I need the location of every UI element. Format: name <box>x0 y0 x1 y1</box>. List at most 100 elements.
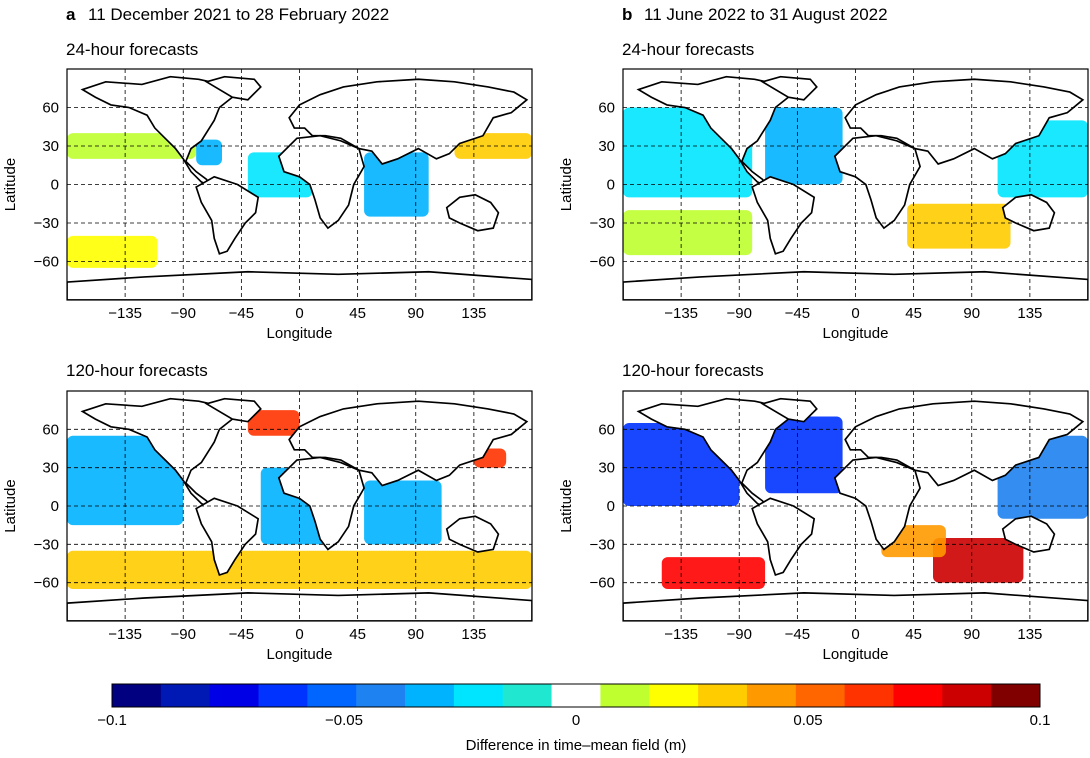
anomaly-region <box>623 210 753 256</box>
panel-a-letter: a <box>66 5 76 24</box>
y-tick-label: 60 <box>598 100 615 117</box>
y-tick-label: 30 <box>598 460 615 477</box>
colorbar-frame <box>111 683 1041 708</box>
anomaly-region <box>67 435 184 526</box>
colorbar-tick-label: 0.1 <box>1030 712 1051 729</box>
x-tick-label: −90 <box>727 305 752 322</box>
colorbar-tick-label: 0.05 <box>793 712 822 729</box>
x-tick-label: 135 <box>1017 626 1042 643</box>
colorbar-swatch <box>209 684 260 707</box>
map-frame <box>622 68 1089 301</box>
colorbar-swatch <box>795 684 846 707</box>
colorbar-swatch <box>405 684 455 707</box>
colorbar-swatch <box>307 684 357 707</box>
x-tick-label: 135 <box>1017 305 1042 322</box>
colorbar-swatch <box>942 684 992 707</box>
anomaly-region <box>907 203 1011 249</box>
anomaly-region <box>765 107 843 185</box>
panel-b-letter: b <box>622 5 632 24</box>
y-tick-label: 60 <box>598 421 615 438</box>
anomaly-region <box>933 537 1024 583</box>
y-axis-label: Latitude <box>2 158 19 211</box>
panel-a-header: a 11 December 2021 to 28 February 2022 <box>66 5 389 24</box>
x-tick-label: −135 <box>664 626 698 643</box>
x-tick-label: 90 <box>963 626 980 643</box>
y-tick-label: −30 <box>34 536 59 553</box>
y-tick-label: 60 <box>42 421 59 438</box>
colorbar-swatch <box>502 684 553 707</box>
colorbar-swatch <box>356 684 406 707</box>
y-tick-label: 30 <box>42 138 59 155</box>
colorbar-swatch <box>551 684 601 707</box>
y-tick-label: 0 <box>51 498 59 515</box>
panel-b-period: 11 June 2022 to 31 August 2022 <box>644 5 888 24</box>
anomaly-region <box>661 557 766 590</box>
colorbar-swatch <box>991 684 1041 707</box>
y-tick-label: 0 <box>607 177 615 194</box>
anomaly-region <box>67 235 158 268</box>
x-tick-label: 135 <box>461 305 486 322</box>
x-tick-label: −45 <box>229 305 254 322</box>
x-tick-label: 0 <box>851 626 859 643</box>
y-tick-label: −60 <box>590 575 615 592</box>
map-a-24h: −135 −90 −45 0 45 90 135 60 30 0 −30 −60 Longitude La… <box>2 68 533 342</box>
y-tick-label: −30 <box>34 215 59 232</box>
map-frame <box>66 390 533 622</box>
colorbar-swatch <box>746 684 797 707</box>
anomaly-region <box>196 139 222 166</box>
x-tick-label: −45 <box>785 305 810 322</box>
panel-a-24h-subtitle: 24-hour forecasts <box>66 40 198 59</box>
y-tick-label: −60 <box>34 575 59 592</box>
gridlines <box>623 391 1088 621</box>
x-axis-label: Longitude <box>267 325 333 342</box>
anomaly-region <box>364 480 442 545</box>
y-tick-label: −30 <box>590 215 615 232</box>
x-tick-label: 45 <box>349 626 366 643</box>
map-a-120h: −135 −90 −45 0 45 90 135 60 30 0 −30 −60 Longitude La… <box>2 390 533 663</box>
colorbar-label: Difference in time–mean field (m) <box>466 737 687 754</box>
colorbar-swatch <box>258 684 308 707</box>
colorbar: −0.1 −0.05 0 0.05 0.1 <box>97 683 1051 729</box>
y-tick-label: 30 <box>42 460 59 477</box>
x-tick-label: −90 <box>727 626 752 643</box>
panel-b-120h-subtitle: 120-hour forecasts <box>622 361 764 380</box>
colorbar-tick-label: −0.05 <box>325 712 363 729</box>
map-b-24h: −135 −90 −45 0 45 90 135 60 30 0 −30 −60 Longitude La… <box>558 68 1089 342</box>
x-tick-label: −135 <box>108 305 142 322</box>
colorbar-swatch <box>453 684 504 707</box>
colorbar-tick-label: 0 <box>572 712 580 729</box>
colorbar-swatch <box>112 684 162 707</box>
x-tick-label: 90 <box>407 305 424 322</box>
colorbar-swatch <box>893 684 943 707</box>
gridlines <box>623 69 1088 300</box>
y-tick-label: −60 <box>34 254 59 271</box>
y-tick-label: 60 <box>42 100 59 117</box>
panel-b-24h-subtitle: 24-hour forecasts <box>622 40 754 59</box>
map-b-120h: −135 −90 −45 0 45 90 135 60 30 0 −30 −60 Longitude La… <box>558 390 1089 663</box>
y-tick-label: −60 <box>590 254 615 271</box>
x-tick-label: 0 <box>295 626 303 643</box>
x-tick-label: −135 <box>664 305 698 322</box>
x-tick-label: −90 <box>171 305 196 322</box>
x-tick-label: 90 <box>407 626 424 643</box>
gridlines <box>67 391 532 621</box>
y-axis-label: Latitude <box>558 158 575 211</box>
colorbar-swatch <box>844 684 894 707</box>
y-tick-label: 30 <box>598 138 615 155</box>
y-tick-label: −30 <box>590 536 615 553</box>
panel-a-120h-subtitle: 120-hour forecasts <box>66 361 208 380</box>
colorbar-swatch <box>698 684 748 707</box>
colorbar-tick-label: −0.1 <box>97 712 127 729</box>
x-tick-label: 45 <box>349 305 366 322</box>
panel-b-header: b 11 June 2022 to 31 August 2022 <box>622 5 888 24</box>
colorbar-swatch <box>600 684 650 707</box>
map-frame <box>622 390 1089 622</box>
x-tick-label: −45 <box>229 626 254 643</box>
x-axis-label: Longitude <box>823 646 889 663</box>
x-tick-label: 135 <box>461 626 486 643</box>
colorbar-swatch <box>160 684 211 707</box>
x-tick-label: −45 <box>785 626 810 643</box>
y-tick-label: 0 <box>51 177 59 194</box>
anomaly-region <box>765 416 843 494</box>
